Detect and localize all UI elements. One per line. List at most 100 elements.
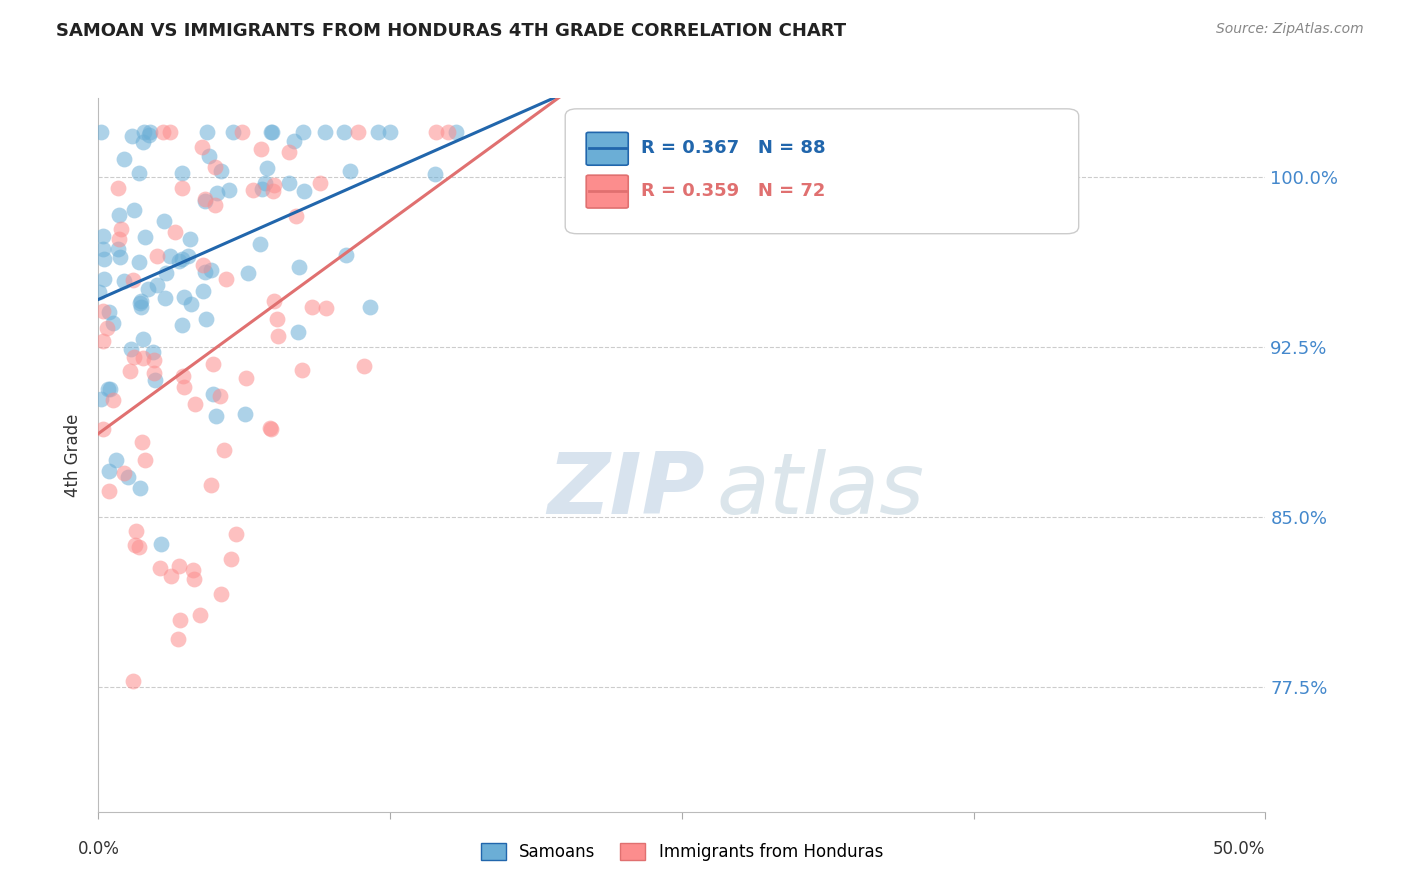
Point	[122, 350, 145, 364]
Point	[183, 397, 205, 411]
Point	[260, 422, 283, 436]
Point	[172, 318, 194, 332]
Point	[129, 296, 152, 310]
Point	[183, 572, 205, 586]
Text: 0.0%: 0.0%	[77, 840, 120, 858]
Point	[173, 290, 195, 304]
Point	[98, 305, 121, 319]
Point	[218, 183, 240, 197]
Point	[600, 125, 623, 139]
Point	[159, 249, 181, 263]
Point	[172, 252, 194, 266]
Point	[98, 465, 121, 479]
Point	[195, 125, 218, 139]
Point	[143, 373, 166, 387]
Point	[128, 166, 150, 180]
Point	[91, 229, 114, 244]
Text: R = 0.367   N = 88: R = 0.367 N = 88	[641, 139, 825, 157]
Point	[173, 379, 195, 393]
Point	[194, 192, 217, 206]
Point	[131, 135, 153, 149]
Point	[235, 370, 257, 384]
Point	[346, 125, 368, 139]
Point	[266, 312, 288, 326]
Point	[254, 176, 277, 190]
Point	[107, 242, 129, 256]
Point	[122, 673, 145, 688]
Point	[132, 332, 155, 346]
Point	[120, 364, 142, 378]
Point	[259, 420, 281, 434]
Point	[97, 484, 120, 499]
Point	[143, 353, 166, 368]
Point	[98, 382, 121, 396]
Point	[260, 125, 283, 139]
Point	[153, 291, 176, 305]
Point	[222, 125, 245, 139]
Point	[180, 297, 202, 311]
Point	[167, 253, 190, 268]
Point	[163, 225, 186, 239]
Point	[138, 128, 160, 143]
Point	[159, 569, 181, 583]
Point	[284, 209, 307, 223]
Point	[90, 392, 112, 406]
Point	[292, 185, 315, 199]
Point	[149, 561, 172, 575]
Point	[444, 125, 467, 139]
Point	[263, 178, 285, 193]
Point	[288, 260, 311, 275]
Point	[101, 392, 124, 407]
Point	[128, 255, 150, 269]
Point	[236, 266, 259, 280]
Point	[136, 282, 159, 296]
Point	[129, 481, 152, 495]
Point	[150, 537, 173, 551]
Point	[188, 607, 211, 622]
Point	[170, 180, 193, 194]
Point	[200, 263, 222, 277]
Point	[353, 359, 375, 373]
Point	[145, 278, 167, 293]
Point	[93, 252, 115, 266]
Point	[143, 366, 166, 380]
Point	[91, 422, 114, 436]
Point	[425, 125, 447, 139]
Point	[132, 351, 155, 366]
Point	[108, 251, 131, 265]
Point	[256, 161, 278, 175]
Point	[93, 272, 115, 286]
Point	[183, 563, 205, 577]
Point	[191, 139, 214, 153]
Point	[259, 125, 281, 139]
Point	[167, 559, 190, 574]
Text: SAMOAN VS IMMIGRANTS FROM HONDURAS 4TH GRADE CORRELATION CHART: SAMOAN VS IMMIGRANTS FROM HONDURAS 4TH G…	[56, 22, 846, 40]
Point	[191, 284, 214, 298]
Point	[436, 125, 458, 139]
Point	[291, 125, 314, 139]
Point	[339, 164, 361, 178]
Point	[262, 184, 284, 198]
Point	[122, 202, 145, 217]
Point	[124, 524, 146, 538]
Text: ZIP: ZIP	[547, 449, 706, 533]
Point	[202, 358, 225, 372]
Text: 50.0%: 50.0%	[1213, 840, 1265, 858]
Point	[249, 236, 271, 251]
Point	[91, 303, 114, 318]
Point	[134, 125, 156, 139]
Point	[212, 442, 235, 457]
Point	[287, 326, 309, 340]
Point	[153, 214, 176, 228]
Point	[205, 186, 228, 200]
Point	[128, 541, 150, 555]
Point	[425, 167, 447, 181]
Point	[333, 125, 356, 139]
Point	[198, 148, 221, 162]
Point	[191, 258, 214, 272]
Point	[108, 232, 131, 246]
Legend: Samoans, Immigrants from Honduras: Samoans, Immigrants from Honduras	[474, 836, 890, 868]
Point	[87, 285, 110, 300]
Point	[194, 311, 217, 326]
Point	[108, 208, 131, 222]
